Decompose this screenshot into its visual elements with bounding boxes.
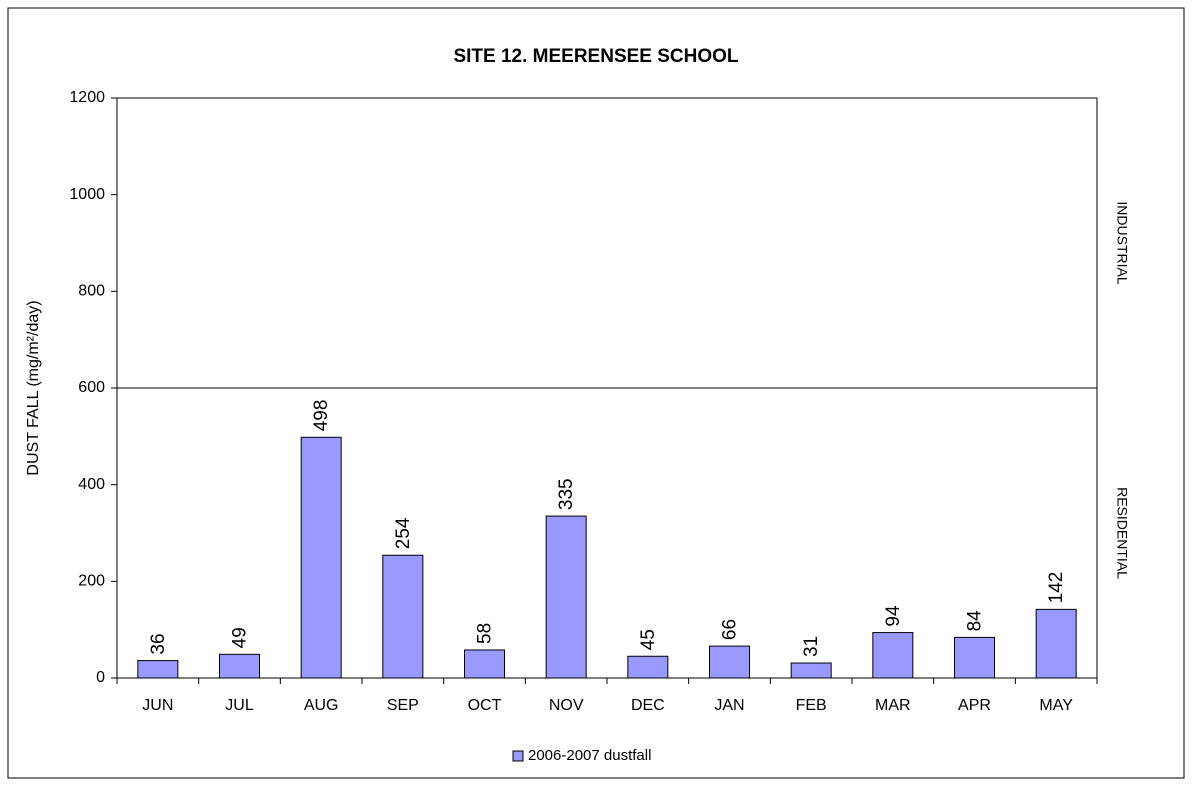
- data-label: 84: [965, 610, 986, 632]
- x-tick-label: FEB: [796, 697, 827, 714]
- bar: [137, 660, 179, 679]
- x-tick-label: MAR: [875, 697, 911, 714]
- bar: [545, 515, 587, 679]
- data-label: 36: [148, 633, 169, 654]
- x-tick-label: JUL: [225, 697, 254, 714]
- data-label: 254: [393, 517, 414, 549]
- chart-title: SITE 12. MEERENSEE SCHOOL: [453, 46, 738, 67]
- y-tick-label: 400: [78, 476, 105, 493]
- y-tick-label: 800: [78, 283, 105, 300]
- y-tick-label: 600: [78, 379, 105, 396]
- y-tick-label: 1200: [69, 89, 105, 106]
- bar: [300, 436, 342, 679]
- data-label: 31: [801, 636, 822, 657]
- annotation: RESIDENTIAL: [1114, 487, 1130, 579]
- x-tick-label: APR: [958, 697, 991, 714]
- data-label: 335: [556, 478, 577, 510]
- data-label: 66: [720, 619, 741, 640]
- y-axis-label: DUST FALL (mg/m²/day): [25, 300, 42, 475]
- annotation: INDUSTRIAL: [1114, 201, 1130, 284]
- data-label: 94: [883, 605, 904, 627]
- x-tick-label: SEP: [387, 697, 419, 714]
- data-label: 45: [638, 629, 659, 650]
- y-tick-label: 1000: [69, 186, 105, 203]
- x-tick-label: NOV: [549, 697, 584, 714]
- x-tick-label: OCT: [468, 697, 502, 714]
- x-tick-label: AUG: [304, 697, 339, 714]
- bar: [790, 662, 832, 679]
- legend-label: 2006-2007 dustfall: [528, 747, 651, 764]
- x-tick-label: DEC: [631, 697, 665, 714]
- data-label: 142: [1046, 572, 1067, 604]
- x-tick-label: JUN: [142, 697, 173, 714]
- bar: [872, 632, 914, 679]
- x-tick-label: JAN: [714, 697, 744, 714]
- data-label: 498: [311, 400, 332, 432]
- bar: [464, 649, 505, 679]
- y-tick-label: 200: [78, 573, 105, 590]
- bar: [627, 655, 669, 679]
- data-label: 58: [475, 623, 496, 644]
- y-tick-label: 0: [96, 669, 105, 686]
- bar: [1035, 608, 1077, 679]
- data-label: 49: [230, 627, 251, 648]
- bar: [219, 653, 260, 679]
- bar: [709, 645, 750, 679]
- x-tick-label: MAY: [1039, 697, 1073, 714]
- legend-swatch: [512, 750, 524, 762]
- bar: [382, 554, 424, 679]
- bar: [954, 636, 995, 679]
